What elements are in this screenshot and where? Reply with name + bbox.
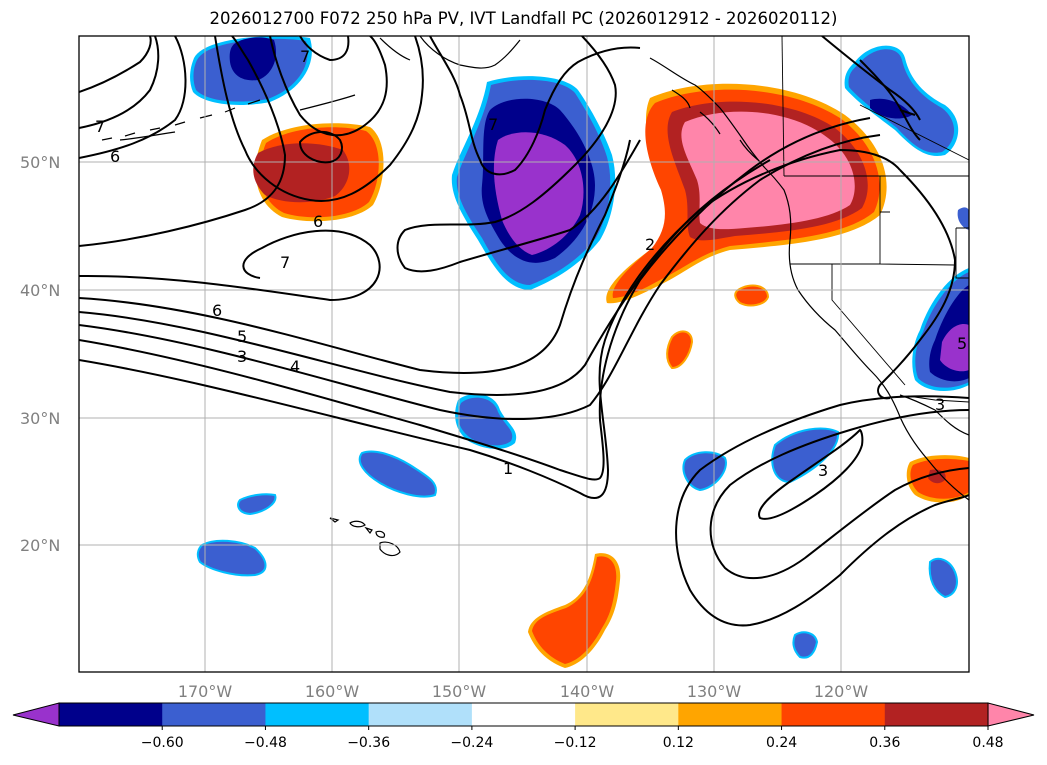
pv-contours — [79, 36, 969, 627]
coastlines — [101, 36, 969, 557]
border-us-mexico — [907, 395, 969, 403]
colorbar-extend-low — [12, 702, 60, 727]
contour-label: 1 — [503, 459, 513, 478]
lon-label: 120°W — [814, 682, 869, 701]
contour-label: 6 — [110, 147, 120, 166]
contour-label: 7 — [280, 253, 290, 272]
colorbar-tick-label: 0.36 — [869, 735, 900, 751]
colorbar-swatch — [781, 703, 886, 726]
colorbar-swatch — [884, 703, 989, 726]
lat-label: 40°N — [20, 281, 60, 300]
colorbar-tick-label: −0.24 — [450, 735, 493, 751]
border-alaska-canada — [781, 36, 785, 177]
colorbar-swatch — [678, 703, 783, 726]
map-frame — [78, 35, 970, 673]
colorbar-swatch — [59, 703, 163, 726]
lon-label: 130°W — [687, 682, 742, 701]
lon-label: 160°W — [305, 682, 360, 701]
positive-anomaly-small-a — [734, 284, 770, 307]
contour-label: 6 — [313, 212, 323, 231]
negative-anomaly-southwest — [912, 207, 969, 392]
colorbar-tick-label: −0.36 — [347, 735, 390, 751]
contour-southwest-hook — [877, 169, 957, 400]
contour-label: 3 — [818, 461, 828, 480]
contour-label: 4 — [290, 357, 300, 376]
map-panel: 7 6 7 6 7 6 5 4 3 1 2 7 3 3 5 — [78, 35, 970, 673]
lon-label: 170°W — [178, 682, 233, 701]
contour-southeast-mid — [709, 409, 969, 580]
colorbar-swatch — [368, 703, 473, 726]
lon-label: 140°W — [560, 682, 615, 701]
positive-anomaly-baja — [906, 455, 969, 503]
map-title: 2026012700 F072 250 hPa PV, IVT Landfall… — [209, 9, 838, 28]
coastline-alaska — [119, 36, 521, 141]
contour-northwest-d — [214, 36, 424, 202]
contour-northwest-f — [299, 36, 350, 62]
colorbar-swatch — [265, 703, 370, 726]
lat-label: 20°N — [20, 536, 60, 555]
contour-northwest-e — [269, 36, 388, 137]
positive-anomaly-pacific-northwest — [606, 83, 887, 304]
contour-line-7 — [79, 229, 381, 302]
lon-label: 150°W — [432, 682, 487, 701]
colorbar-tick-label: −0.60 — [141, 735, 184, 751]
colorbar-swatch — [162, 703, 267, 726]
coastline-aleutians — [101, 99, 261, 141]
colorbar-extend-high — [987, 702, 1035, 727]
contour-canada-b — [859, 59, 921, 141]
contour-central-loop — [429, 36, 641, 176]
contour-label: 7 — [488, 115, 498, 134]
colorbar-tick-label: 0.24 — [766, 735, 797, 751]
colorbar-swatch — [471, 703, 576, 726]
positive-anomaly-west-pacific — [253, 123, 384, 222]
contour-labels: 7 6 7 6 7 6 5 4 3 1 2 7 3 3 5 — [95, 47, 967, 480]
contour-outer-loop — [396, 36, 641, 273]
contour-label: 2 — [645, 235, 655, 254]
contour-line-4 — [79, 134, 881, 421]
colorbar-tick-label: 0.12 — [663, 735, 694, 751]
coastline-baja — [899, 394, 969, 436]
contour-southeast-outer — [675, 395, 969, 627]
negative-anomaly-central-pacific — [451, 76, 616, 290]
coastline-north-america — [649, 57, 969, 501]
contour-line-1 — [79, 148, 901, 499]
latitude-labels: 50°N 40°N 30°N 20°N — [20, 153, 60, 555]
lat-label: 30°N — [20, 409, 60, 428]
contour-label: 5 — [957, 334, 967, 353]
contour-northwest-b — [79, 36, 160, 129]
colorbar-tick-label: 0.48 — [972, 735, 1003, 751]
negative-anomaly-northwest — [190, 36, 312, 105]
contour-canada-a — [821, 36, 921, 121]
contour-label: 7 — [300, 47, 310, 66]
contour-northwest-a — [79, 36, 187, 159]
contour-label: 3 — [237, 347, 247, 366]
colorbar: −0.60 −0.48 −0.36 −0.24 −0.12 0.12 0.24 0.36 0.4… — [12, 702, 1035, 751]
positive-anomaly-south — [528, 553, 621, 668]
contour-label: 6 — [212, 301, 222, 320]
contour-tiny-loop — [298, 131, 343, 164]
lat-label: 50°N — [20, 153, 60, 172]
political-borders — [781, 36, 969, 403]
contour-southeast-inner — [758, 428, 864, 520]
longitude-labels: 170°W 160°W 150°W 140°W 130°W 120°W — [178, 682, 869, 701]
colorbar-tick-label: −0.12 — [554, 735, 597, 751]
contour-line-6 — [79, 139, 631, 374]
border-states — [790, 104, 969, 386]
contour-label: 3 — [935, 395, 945, 414]
contour-northwest-c — [79, 36, 287, 247]
colorbar-frame — [58, 702, 989, 727]
positive-anomaly-small-b — [666, 330, 694, 370]
contour-label: 5 — [237, 327, 247, 346]
colorbar-swatch — [575, 703, 679, 726]
negative-anomaly-east-pacific — [196, 394, 958, 659]
contour-low-pac — [79, 36, 152, 93]
colorbar-tick-label: −0.48 — [244, 735, 287, 751]
contour-label: 7 — [95, 117, 105, 136]
